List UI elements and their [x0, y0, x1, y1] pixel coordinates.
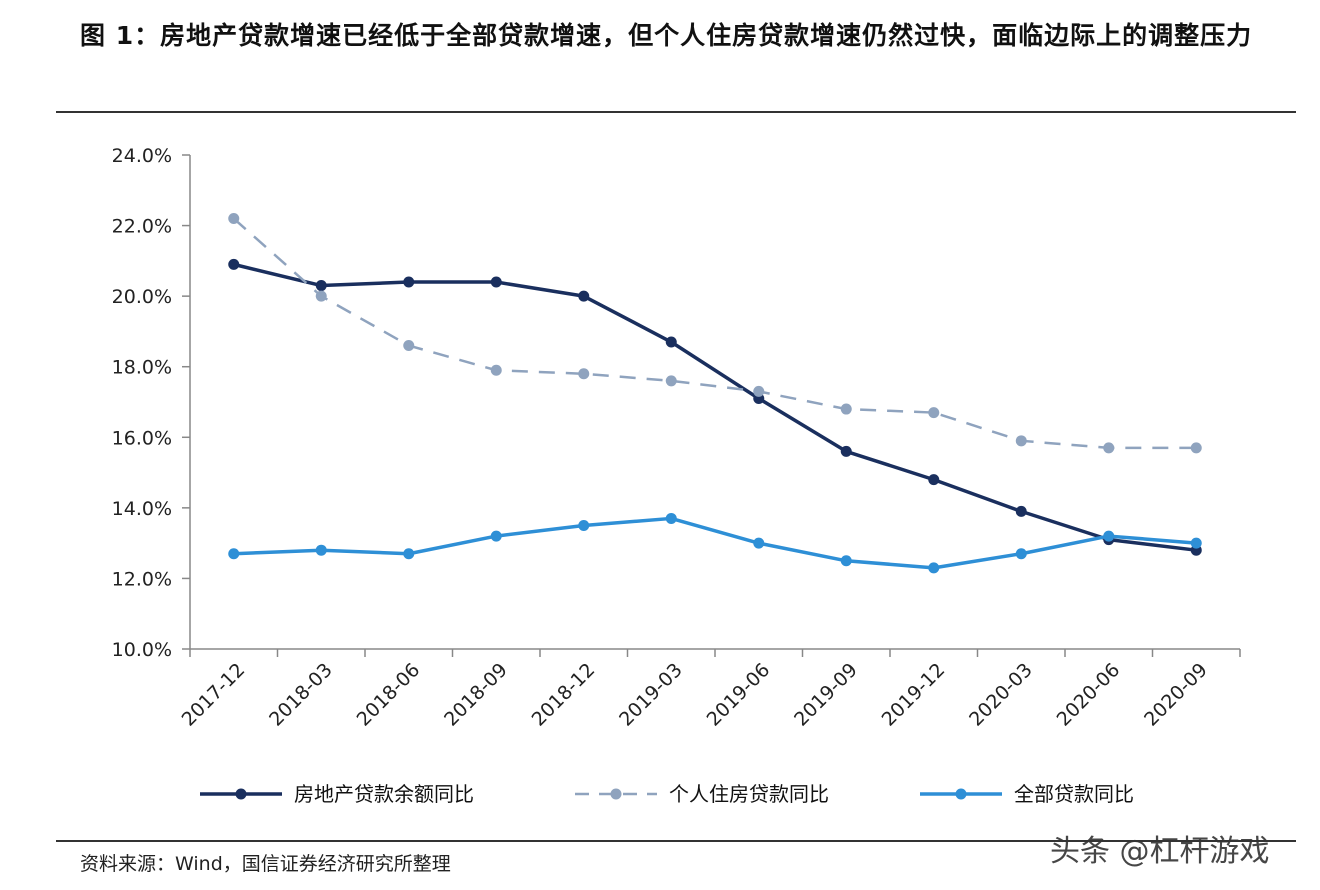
data-point — [315, 280, 327, 292]
data-point — [315, 290, 327, 302]
data-point — [578, 368, 590, 380]
legend-swatch-marker — [235, 788, 247, 800]
x-tick-label: 2019-03 — [615, 659, 687, 731]
data-point — [840, 403, 852, 415]
chart-axes: 10.0% 12.0% 14.0% 16.0% 18.0% 20.0% 22.0% 24.0%… — [112, 145, 1241, 731]
data-point — [578, 520, 590, 531]
data-point — [490, 364, 502, 376]
series-line — [232, 217, 1197, 450]
chart-legend: 房地产贷款余额同比 个人住房贷款同比 全部贷款同比 — [200, 782, 1134, 806]
data-point — [753, 537, 765, 549]
legend-label: 全部贷款同比 — [1014, 782, 1134, 806]
data-point — [928, 562, 940, 574]
y-tick-label: 24.0% — [112, 145, 172, 167]
y-tick-label: 12.0% — [112, 568, 172, 590]
data-point — [840, 555, 852, 567]
data-point — [1190, 537, 1202, 549]
y-tick-label: 22.0% — [112, 216, 172, 238]
chart-title: 图 1：房地产贷款增速已经低于全部贷款增速，但个人住房贷款增速仍然过快，面临边际… — [80, 21, 1253, 50]
series-line — [233, 516, 1197, 570]
watermark: 头条 @杠杆游戏 — [1050, 834, 1270, 869]
data-point — [228, 258, 240, 270]
x-tick-label: 2020-06 — [1053, 659, 1125, 731]
x-tick-label: 2019-06 — [703, 659, 775, 731]
x-tick-label: 2019-12 — [878, 659, 950, 731]
data-point — [928, 407, 940, 419]
bottom-divider — [56, 840, 1296, 842]
data-point — [753, 385, 765, 397]
series-2 — [228, 213, 1202, 454]
legend-label: 房地产贷款余额同比 — [294, 782, 474, 806]
top-divider — [56, 111, 1296, 113]
data-point — [490, 276, 502, 288]
source-note: 资料来源：Wind，国信证券经济研究所整理 — [80, 853, 451, 875]
data-point — [1103, 442, 1115, 454]
x-tick-label: 2020-03 — [965, 659, 1037, 731]
legend-item-2: 个人住房贷款同比 — [575, 782, 829, 806]
data-point — [1015, 548, 1027, 560]
legend-label: 个人住房贷款同比 — [669, 782, 829, 806]
data-point — [403, 548, 415, 560]
x-tick-label: 2018-12 — [528, 659, 600, 731]
data-point — [578, 290, 590, 302]
data-point — [403, 276, 415, 288]
data-point — [928, 474, 940, 486]
series-3 — [228, 512, 1202, 574]
x-tick-label: 2017-12 — [178, 659, 250, 731]
y-tick-label: 16.0% — [112, 427, 172, 449]
y-tick-label: 10.0% — [112, 639, 172, 661]
series-line — [233, 262, 1197, 552]
y-tick-label: 18.0% — [112, 357, 172, 379]
data-point — [228, 548, 240, 560]
x-tick-label: 2020-09 — [1140, 659, 1212, 731]
legend-swatch-marker — [955, 788, 967, 800]
data-point — [1103, 530, 1115, 542]
y-tick-label: 14.0% — [112, 498, 172, 520]
data-point — [1015, 435, 1027, 447]
data-point — [1015, 505, 1027, 517]
x-tick-label: 2019-09 — [790, 659, 862, 731]
series-1 — [228, 258, 1202, 556]
y-tick-label: 20.0% — [112, 286, 172, 308]
x-tick-label: 2018-03 — [265, 659, 337, 731]
data-point — [665, 375, 677, 387]
line-chart: 10.0% 12.0% 14.0% 16.0% 18.0% 20.0% 22.0% 24.0%… — [112, 145, 1241, 806]
chart-series — [228, 213, 1202, 574]
legend-swatch-marker — [610, 788, 622, 800]
data-point — [840, 445, 852, 457]
data-point — [665, 336, 677, 348]
data-point — [228, 213, 240, 225]
x-tick-label: 2018-09 — [440, 659, 512, 731]
legend-item-1: 房地产贷款余额同比 — [200, 782, 474, 806]
data-point — [665, 512, 677, 524]
x-tick-label: 2018-06 — [353, 659, 425, 731]
data-point — [490, 530, 502, 542]
data-point — [315, 544, 327, 556]
legend-item-3: 全部贷款同比 — [920, 782, 1134, 806]
data-point — [403, 340, 415, 352]
data-point — [1190, 442, 1202, 454]
